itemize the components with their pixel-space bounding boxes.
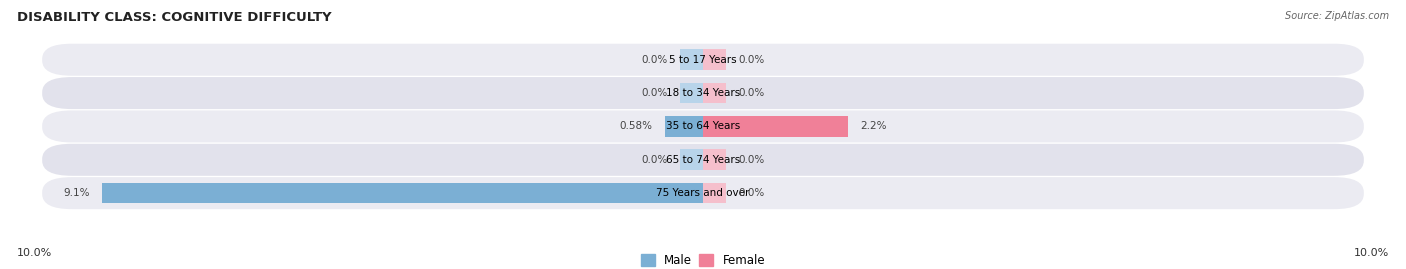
FancyBboxPatch shape: [42, 144, 1364, 176]
Legend: Male, Female: Male, Female: [641, 254, 765, 267]
FancyBboxPatch shape: [42, 110, 1364, 143]
Text: 10.0%: 10.0%: [17, 248, 52, 258]
Bar: [703, 83, 725, 103]
Bar: [681, 150, 703, 170]
Text: 0.0%: 0.0%: [641, 55, 668, 65]
Bar: [681, 83, 703, 103]
Bar: [681, 49, 703, 70]
Text: 5 to 17 Years: 5 to 17 Years: [669, 55, 737, 65]
Text: 0.0%: 0.0%: [738, 88, 765, 98]
Text: 9.1%: 9.1%: [63, 188, 90, 198]
Text: 0.0%: 0.0%: [738, 155, 765, 165]
Bar: [101, 183, 703, 203]
Text: 10.0%: 10.0%: [1354, 248, 1389, 258]
Text: 0.0%: 0.0%: [738, 55, 765, 65]
Text: 0.0%: 0.0%: [641, 88, 668, 98]
Text: 0.0%: 0.0%: [641, 155, 668, 165]
Text: 0.0%: 0.0%: [738, 188, 765, 198]
Text: 75 Years and over: 75 Years and over: [657, 188, 749, 198]
Bar: [665, 116, 703, 137]
Text: Source: ZipAtlas.com: Source: ZipAtlas.com: [1285, 11, 1389, 21]
FancyBboxPatch shape: [42, 177, 1364, 209]
Bar: [703, 150, 725, 170]
Bar: [703, 183, 725, 203]
Bar: [703, 49, 725, 70]
Text: 65 to 74 Years: 65 to 74 Years: [666, 155, 740, 165]
Text: 35 to 64 Years: 35 to 64 Years: [666, 121, 740, 132]
Text: 0.58%: 0.58%: [620, 121, 652, 132]
Text: DISABILITY CLASS: COGNITIVE DIFFICULTY: DISABILITY CLASS: COGNITIVE DIFFICULTY: [17, 11, 332, 24]
Bar: [703, 116, 848, 137]
FancyBboxPatch shape: [42, 77, 1364, 109]
Text: 18 to 34 Years: 18 to 34 Years: [666, 88, 740, 98]
Text: 2.2%: 2.2%: [860, 121, 887, 132]
FancyBboxPatch shape: [42, 44, 1364, 76]
